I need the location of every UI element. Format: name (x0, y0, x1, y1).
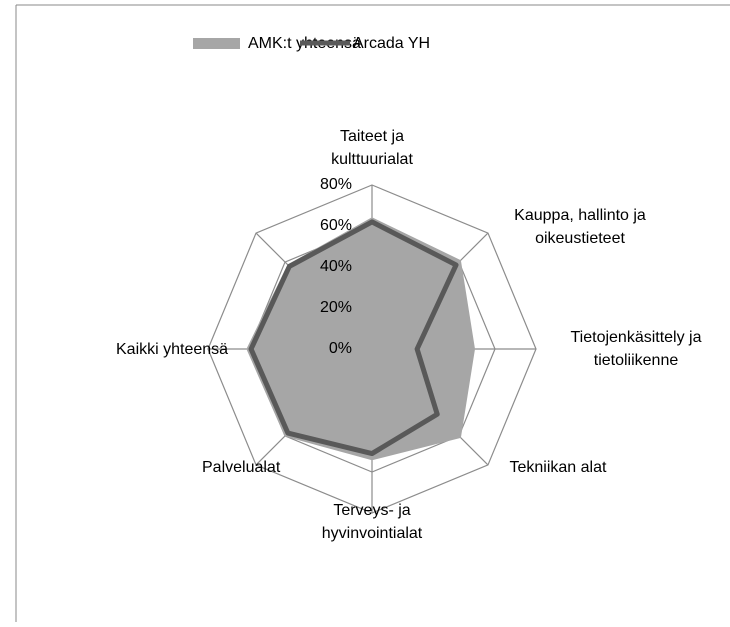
r-tick-label: 60% (320, 217, 352, 234)
category-label: Kauppa, hallinto ja oikeustieteet (514, 207, 646, 247)
r-tick-label: 80% (320, 176, 352, 193)
r-tick-label: 20% (320, 299, 352, 316)
category-label: Palvelualat (202, 459, 281, 476)
line-series (248, 219, 459, 457)
area-series (246, 217, 476, 461)
category-label: Tietojenkäsittely ja tietoliikenne (570, 329, 702, 369)
category-label: Terveys- ja hyvinvointialat (321, 502, 423, 542)
legend-swatch (193, 38, 240, 49)
r-tick-label: 0% (329, 340, 352, 357)
r-tick-label: 40% (320, 258, 352, 275)
category-label: Taiteet ja kulttuurialat (331, 128, 413, 168)
category-label: Tekniikan alat (509, 459, 607, 476)
legend-label: Arcada YH (353, 35, 430, 52)
category-label: Kaikki yhteensä (116, 341, 229, 358)
